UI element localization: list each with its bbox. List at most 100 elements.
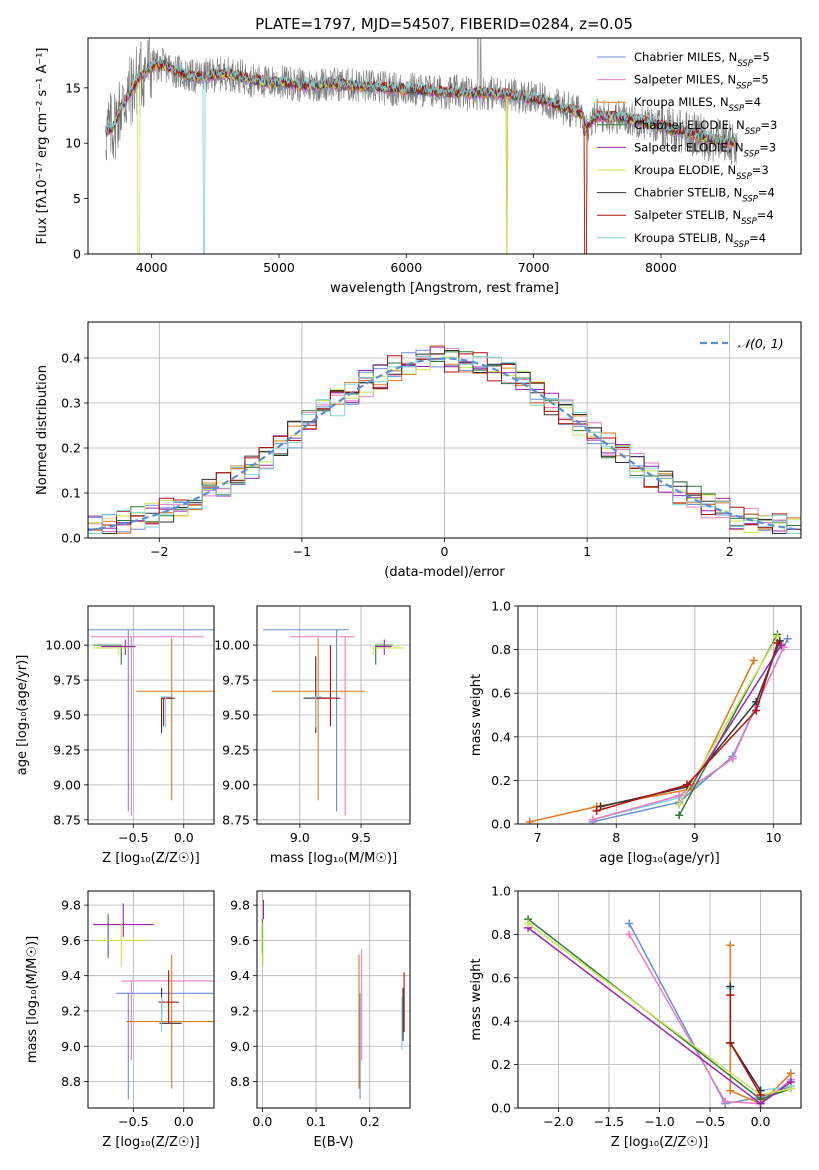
y-tick-label: 9.0 [230,1039,250,1054]
mass-weight-marker [726,982,735,991]
x-axis-label: age [log₁₀(age/yr)] [599,851,720,866]
errorbar-point [136,638,214,801]
y-tick-label: 9.25 [222,742,250,757]
y-tick-label: 9.8 [230,898,250,913]
y-tick-label: 9.00 [53,777,81,792]
legend-entry-label: Chabrier STELIB, NSSP=4 [634,186,775,205]
y-axis-label: mass weight [469,674,484,756]
axes-frame [87,37,802,255]
x-axis-label: Z [log₁₀(Z/Z☉)] [102,1135,199,1150]
x-tick-label: 8 [612,830,620,845]
spectrum-panel: 4000 5000 6000 7000 8000 0 5 10 15 wavelength [An… [35,37,802,296]
x-tick-label: 0.0 [751,1114,771,1129]
x-tick-label: 8000 [645,260,677,275]
y-tick-label: 9.25 [53,742,81,757]
y-axis-label: mass weight [469,958,484,1040]
age-vs-metallicity-panel: −0.5 0.0 8.75 9.00 9.25 9.50 9.75 10.00 Z [log₁₀… [15,605,215,866]
mass-weight-marker [726,991,735,1000]
errorbar-point [161,697,172,727]
errorbar-point [290,636,355,816]
y-tick-label: 0.8 [491,927,511,942]
mass-weight-marker [786,1084,795,1093]
legend-entry-label: Salpeter ELODIE, NSSP=3 [634,140,776,159]
y-tick-label: 0.2 [491,773,511,788]
mass-weight-marker [786,1069,795,1078]
y-tick-label: 0.4 [61,351,81,366]
errorbar-point [271,638,365,801]
axes-frame [256,890,411,1109]
x-tick-label: 7000 [518,260,550,275]
legend-entry-label: Kroupa STELIB, NSSP=4 [634,231,766,250]
errorbar-point [116,992,214,1100]
y-tick-label: 8.8 [61,1074,81,1089]
y-tick-label: 9.6 [230,933,250,948]
y-tick-label: 0.4 [491,729,511,744]
y-tick-label: 8.75 [53,812,81,827]
y-tick-label: 10 [65,136,81,151]
x-tick-label: 0.0 [174,830,194,845]
y-tick-label: 0.3 [61,396,81,411]
axes-frame [87,890,215,1109]
histogram-step-line [88,350,801,534]
y-tick-label: 0.4 [491,1014,511,1029]
mass-weight-marker [726,1038,735,1047]
errorbar-point [375,639,392,655]
y-tick-label: 0.0 [491,817,511,832]
y-tick-label: 0.0 [61,531,81,546]
x-tick-label: −0.5 [695,1114,725,1129]
x-tick-label: 0.0 [174,1114,194,1129]
mass-weight-line [729,986,762,1092]
errorbar-points [88,629,214,816]
mass-weight-marker [525,817,534,824]
model-spectrum-line [105,57,738,254]
model-spectrum-line [105,59,738,254]
axes-frame [256,605,411,825]
legend-entry-label: 𝒩(0, 1) [738,336,784,351]
y-tick-label: 1.0 [491,884,511,899]
y-tick-label: 8.75 [222,812,250,827]
mass-weight-marker [783,634,792,643]
legend-entry-label: Salpeter STELIB, NSSP=4 [634,208,774,227]
mass-weight-marker [773,639,782,648]
mass-weight-marker [721,1097,730,1106]
x-tick-label: 1 [583,544,591,559]
x-tick-label: 7 [534,830,542,845]
y-tick-label: 10.00 [45,638,81,653]
mass-weight-line [678,644,782,805]
x-axis-label: (data-model)/error [384,565,505,580]
legend-entry-label: Chabrier MILES, NSSP=5 [634,50,770,69]
y-axis-label: mass [log₁₀(M/M☉)] [25,936,40,1063]
mass-weight-marker [625,919,634,928]
y-tick-label: 9.50 [222,708,250,723]
mass-weight-marker [675,811,684,820]
errorbar-point [91,636,204,816]
mass-weight-marker [683,780,692,789]
x-tick-label: −1 [293,544,311,559]
spectrum-lines [105,38,738,254]
y-tick-label: 0.1 [61,486,81,501]
errorbar-point [121,980,214,1061]
mass-weight-marker [675,800,684,809]
residuals-panel: −2 −1 0 1 2 0.0 0.1 0.2 0.3 0.4 (data-model)/error… [35,321,802,580]
y-tick-label: 8.8 [230,1074,250,1089]
mass-weight-marker [756,1090,765,1099]
spectrum-legend: Chabrier MILES, NSSP=5 Salpeter MILES, NS… [597,50,777,250]
x-axis-label: Z [log₁₀(Z/Z☉)] [611,1135,708,1150]
y-tick-label: 9.2 [230,1003,250,1018]
x-tick-label: 0.1 [306,1114,326,1129]
axes-frame [517,890,802,1109]
mass-weight-marker [726,941,735,950]
errorbar-point [88,629,214,812]
errorbar-point [315,645,341,727]
x-axis-label: Z [log₁₀(Z/Z☉)] [102,851,199,866]
y-tick-label: 9.0 [61,1039,81,1054]
y-tick-label: 1.0 [491,599,511,614]
gaussian-reference-line [88,357,801,532]
x-tick-label: 4000 [136,260,168,275]
errorbar-point [303,656,331,734]
y-tick-label: 9.2 [61,1003,81,1018]
y-tick-label: 9.00 [222,777,250,792]
mass-weight-marker [524,919,533,928]
y-tick-label: 9.4 [230,968,250,983]
